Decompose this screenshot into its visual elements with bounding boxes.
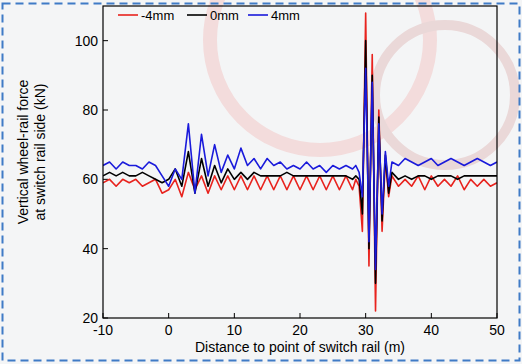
y-tick (103, 248, 108, 249)
x-tick-label: 30 (358, 322, 374, 338)
y-tick (103, 40, 108, 41)
y-tick (103, 110, 108, 111)
background (0, 0, 522, 364)
x-tick-label: 20 (292, 322, 308, 338)
x-tick-label: -10 (93, 322, 113, 338)
x-tick-label: 10 (227, 322, 243, 338)
series-line (103, 13, 497, 311)
plot-frame (103, 6, 497, 318)
x-tick (168, 313, 169, 318)
chart: 20406080100-1001020304050Distance to poi… (0, 0, 522, 364)
background-decoration (210, 0, 430, 150)
y-axis-label: Vertical wheel-rail force (15, 79, 31, 224)
y-tick-label: 60 (82, 171, 98, 187)
series-line (103, 41, 497, 284)
x-tick (431, 313, 432, 318)
y-tick-label: 40 (82, 241, 98, 257)
legend-swatch (187, 14, 207, 16)
y-tick-label: 80 (82, 102, 98, 118)
series-line (103, 68, 497, 269)
x-tick (234, 313, 235, 318)
border (3, 4, 520, 361)
x-tick-label: 50 (489, 322, 505, 338)
background-decoration (375, 25, 515, 165)
x-tick (365, 313, 366, 318)
y-axis-label: at switch rail side (kN) (32, 84, 48, 221)
x-tick-label: 0 (165, 322, 173, 338)
x-tick (300, 313, 301, 318)
plot-lines (103, 13, 497, 311)
legend-label: -4mm (141, 8, 174, 23)
legend-label: 4mm (271, 8, 300, 23)
legend-swatch (248, 14, 268, 16)
x-axis-label: Distance to point of switch rail (m) (195, 339, 405, 355)
x-tick-label: 40 (424, 322, 440, 338)
legend-swatch (118, 14, 138, 16)
y-tick-label: 100 (75, 33, 99, 49)
legend: -4mm 0mm 4mm (118, 8, 300, 23)
legend-label: 0mm (210, 8, 239, 23)
